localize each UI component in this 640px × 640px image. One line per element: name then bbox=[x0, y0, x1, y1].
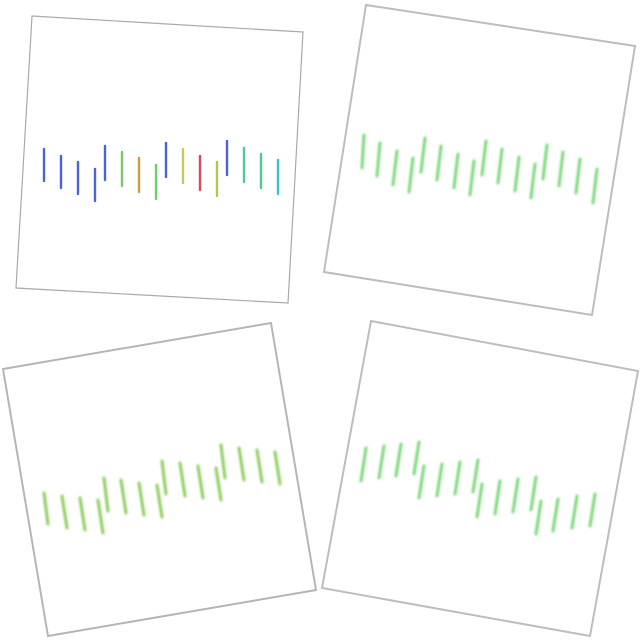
line-stroke bbox=[407, 156, 415, 194]
panel-top-left bbox=[15, 15, 304, 304]
line-stroke bbox=[435, 462, 444, 498]
line-stroke bbox=[359, 446, 368, 483]
line-stroke bbox=[155, 483, 164, 519]
line-stroke bbox=[391, 149, 399, 187]
line-stroke bbox=[394, 442, 403, 478]
line-stroke bbox=[570, 494, 579, 530]
line-stroke bbox=[419, 136, 427, 174]
line-stroke bbox=[529, 162, 537, 200]
line-stroke bbox=[96, 498, 105, 535]
line-stroke bbox=[273, 450, 282, 486]
stroke-group bbox=[359, 440, 597, 536]
line-stroke bbox=[529, 475, 538, 512]
line-stroke bbox=[417, 464, 426, 500]
line-stroke bbox=[468, 159, 476, 197]
line-stroke bbox=[160, 459, 168, 496]
panel-frame bbox=[320, 319, 640, 638]
line-stroke bbox=[178, 461, 187, 498]
line-stroke bbox=[496, 147, 504, 185]
line-stroke bbox=[534, 499, 543, 536]
line-stroke bbox=[480, 139, 488, 177]
stroke-group bbox=[42, 139, 280, 203]
line-stroke bbox=[591, 167, 599, 205]
line-stroke bbox=[255, 448, 264, 484]
line-stroke bbox=[42, 491, 50, 526]
line-stroke bbox=[119, 478, 128, 515]
line-stroke bbox=[375, 141, 382, 178]
stroke-group bbox=[42, 443, 282, 535]
panel-top-right bbox=[322, 3, 637, 317]
panel-bottom-left bbox=[1, 321, 318, 638]
line-stroke bbox=[214, 466, 223, 502]
line-stroke bbox=[588, 492, 597, 528]
line-stroke bbox=[102, 476, 110, 513]
line-stroke bbox=[475, 482, 484, 519]
panel-frame bbox=[15, 15, 304, 304]
line-stroke bbox=[453, 460, 462, 496]
panel-frame bbox=[1, 321, 318, 638]
line-stroke bbox=[377, 444, 386, 480]
line-stroke bbox=[219, 443, 227, 480]
line-stroke bbox=[196, 464, 205, 500]
line-stroke bbox=[493, 479, 502, 516]
line-stroke bbox=[551, 497, 560, 533]
line-stroke bbox=[78, 496, 87, 532]
line-stroke bbox=[60, 494, 69, 530]
panel-bottom-right bbox=[320, 319, 640, 638]
line-stroke bbox=[511, 477, 520, 514]
line-stroke bbox=[574, 157, 582, 195]
line-stroke bbox=[513, 155, 521, 193]
line-stroke bbox=[541, 143, 549, 181]
line-stroke bbox=[237, 446, 246, 482]
line-stroke bbox=[452, 152, 460, 190]
line-stroke bbox=[435, 144, 443, 182]
line-stroke bbox=[557, 150, 565, 188]
line-stroke bbox=[360, 133, 366, 170]
line-stroke bbox=[137, 481, 146, 517]
line-stroke bbox=[471, 458, 480, 494]
panel-frame bbox=[322, 3, 637, 317]
stroke-group bbox=[360, 133, 599, 205]
line-stroke bbox=[412, 440, 421, 476]
